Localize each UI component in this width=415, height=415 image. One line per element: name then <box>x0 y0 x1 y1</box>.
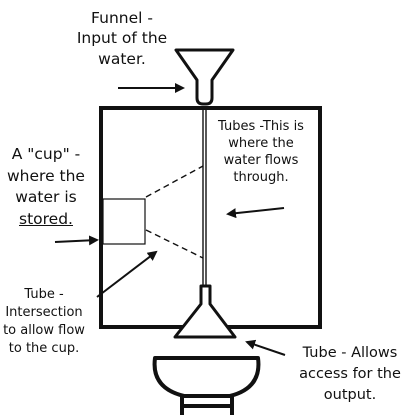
label-output-line-2: access for the <box>299 366 401 383</box>
label-intersection-line-1: Tube - <box>24 287 64 302</box>
arrow-tubes <box>226 207 285 219</box>
arrow-intersection <box>96 250 158 298</box>
dashed-tube-lower <box>145 229 204 259</box>
label-intersection-line-2: Intersection <box>5 304 83 320</box>
arrow-cup <box>54 235 99 246</box>
label-funnel-line-3: water. <box>98 49 146 68</box>
input-funnel <box>174 48 235 106</box>
dashed-tube-upper <box>145 165 204 198</box>
label-output-line-1: Tube - Allows <box>302 345 398 361</box>
label-intersection: Tube - Intersection to allow flow to the… <box>0 286 92 358</box>
bowl-stand <box>180 396 234 415</box>
label-intersection-line-4: to the cup. <box>8 340 80 356</box>
label-tubes-line-3: water flows <box>223 153 299 169</box>
label-cup-line-3: water is <box>15 188 77 207</box>
label-tubes-line-4: through. <box>233 170 289 186</box>
output-funnel <box>173 284 237 339</box>
label-cup-line-2: where the <box>7 166 85 185</box>
label-funnel: Funnel - Input of the water. <box>60 8 184 69</box>
label-intersection-line-3: to allow flow <box>3 322 85 338</box>
arrow-output <box>245 339 286 356</box>
label-tubes-line-1: Tubes -This is <box>218 119 304 134</box>
output-bowl <box>152 356 261 398</box>
label-tubes: Tubes -This is where the water flows thr… <box>204 118 318 187</box>
label-cup: A "cup" - where the water is stored. <box>0 144 98 231</box>
label-funnel-line-2: Input of the <box>76 29 168 48</box>
label-funnel-line-1: Funnel - <box>91 9 153 27</box>
label-tubes-line-2: where the <box>228 136 294 152</box>
label-output-line-3: output. <box>323 387 377 404</box>
label-cup-line-1: A "cup" - <box>11 145 81 163</box>
label-output: Tube - Allows access for the output. <box>290 343 410 406</box>
storage-cup <box>102 198 146 245</box>
label-cup-line-4: stored. <box>19 210 73 229</box>
